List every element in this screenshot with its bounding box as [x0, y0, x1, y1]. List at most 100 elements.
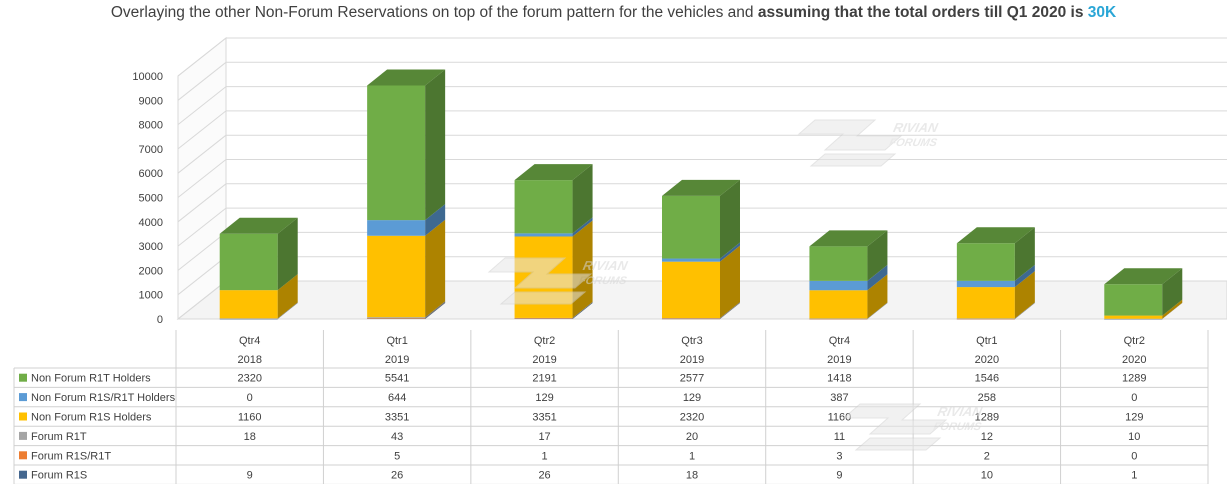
- gridline-side: [177, 232, 227, 271]
- x-tick-sublabel: 2019: [827, 354, 851, 366]
- bar-segment: [514, 236, 573, 318]
- legend-key: [19, 470, 27, 479]
- data-label: 129: [1125, 412, 1143, 424]
- bar-segment: [662, 195, 720, 259]
- data-label: 5541: [385, 373, 409, 385]
- gridline-side: [177, 61, 227, 101]
- data-label: 2320: [680, 412, 704, 424]
- data-table: [13, 330, 1209, 484]
- bar-segment: [219, 233, 278, 291]
- y-tick-label: 9000: [139, 95, 163, 107]
- data-label: 0: [1131, 450, 1137, 462]
- bar-segment-side: [572, 164, 593, 234]
- data-label: 129: [535, 392, 553, 404]
- x-tick-label: Qtr1: [386, 335, 407, 347]
- data-label: 1418: [827, 373, 851, 385]
- data-label: 1160: [238, 412, 262, 424]
- bar-segment-side: [277, 302, 298, 319]
- data-label: 258: [978, 392, 996, 404]
- data-label: 26: [538, 470, 550, 482]
- bar-segment-side: [1014, 302, 1035, 319]
- gridline-side: [177, 37, 227, 77]
- bar-segment: [367, 317, 426, 319]
- gridline-side: [177, 134, 227, 174]
- bar-segment: [367, 318, 426, 319]
- data-label: 11: [834, 431, 845, 443]
- bar-segment: [956, 287, 1015, 319]
- bar-segment-side: [277, 274, 298, 319]
- data-label: 1: [542, 450, 548, 462]
- bar-stack: [956, 227, 1035, 320]
- x-tick-sublabel: 2020: [1122, 354, 1146, 366]
- bar-segment: [514, 180, 573, 234]
- bar-segment-side: [720, 242, 740, 262]
- data-label: 2191: [532, 373, 556, 385]
- data-label: 26: [391, 470, 403, 482]
- legend-label: Forum R1S/R1T: [31, 450, 111, 462]
- bar-stack: [809, 230, 888, 320]
- legend-label: Non Forum R1S Holders: [31, 412, 152, 424]
- legend-label: Forum R1S: [31, 470, 87, 482]
- bar-segment-side: [572, 302, 593, 319]
- title-bold: assuming that the total orders till Q1 2…: [757, 4, 1088, 21]
- gridline-side: [177, 256, 227, 296]
- bar-segment-side: [277, 217, 298, 291]
- bar-segment: [956, 243, 1015, 281]
- gridline-side: [177, 86, 227, 125]
- bar-segment: [662, 258, 720, 262]
- bar-segment-side: [1162, 302, 1183, 319]
- data-label: 10: [1128, 431, 1140, 443]
- bar-segment-side: [867, 264, 888, 291]
- bar-segment: [956, 280, 1015, 288]
- x-tick-label: Qtr2: [534, 335, 555, 347]
- bar-segment-side: [1014, 264, 1035, 288]
- data-label: 3: [836, 450, 842, 462]
- bar-segment: [1104, 318, 1163, 320]
- data-label: 3351: [385, 412, 409, 424]
- legend-label: Non Forum R1S/R1T Holders: [31, 392, 176, 404]
- bar-segment-side: [867, 302, 888, 319]
- bar-segment-side: [1162, 268, 1183, 316]
- data-label: 644: [388, 392, 406, 404]
- legend-key: [19, 393, 27, 402]
- data-label: 387: [830, 392, 848, 404]
- bar-stack: [514, 164, 593, 319]
- bar-top-face: [662, 179, 740, 196]
- bar-segment: [514, 318, 573, 319]
- y-tick-label: 0: [157, 314, 163, 326]
- gridline-side: [177, 280, 227, 320]
- data-label: 1289: [1122, 373, 1146, 385]
- bar-segment: [809, 290, 868, 319]
- bar-segment-side: [572, 217, 593, 237]
- bar-segment-side: [425, 302, 446, 319]
- bar-segment: [809, 318, 868, 320]
- bar-segment-side: [277, 302, 298, 319]
- data-label: 129: [683, 392, 701, 404]
- bar-segment-side: [720, 179, 740, 259]
- x-tick-sublabel: 2018: [237, 354, 261, 366]
- bar-segment: [367, 235, 426, 318]
- x-tick-sublabel: 2019: [385, 354, 409, 366]
- gridline-side: [177, 159, 227, 198]
- bar-segment-side: [720, 302, 740, 319]
- data-label: 3351: [532, 412, 556, 424]
- gridline-side: [177, 183, 227, 223]
- x-tick-sublabel: 2019: [680, 354, 704, 366]
- bar-segment-side: [720, 245, 740, 319]
- bar-top-face: [219, 217, 298, 234]
- data-label: 9: [836, 470, 842, 482]
- bar-segment: [367, 220, 426, 236]
- x-tick-sublabel: 2019: [532, 354, 556, 366]
- legend-key: [19, 412, 27, 421]
- data-label: 2: [984, 450, 990, 462]
- bar-segment-side: [425, 302, 446, 319]
- y-tick-label: 1000: [139, 290, 163, 302]
- data-label: 10: [981, 470, 993, 482]
- y-tick-label: 5000: [139, 193, 163, 205]
- gridline-side: [177, 110, 227, 150]
- bar-segment: [219, 290, 278, 319]
- y-tick-label: 6000: [139, 168, 163, 180]
- bar-segment-side: [1162, 302, 1183, 319]
- bar-top-face: [367, 69, 446, 86]
